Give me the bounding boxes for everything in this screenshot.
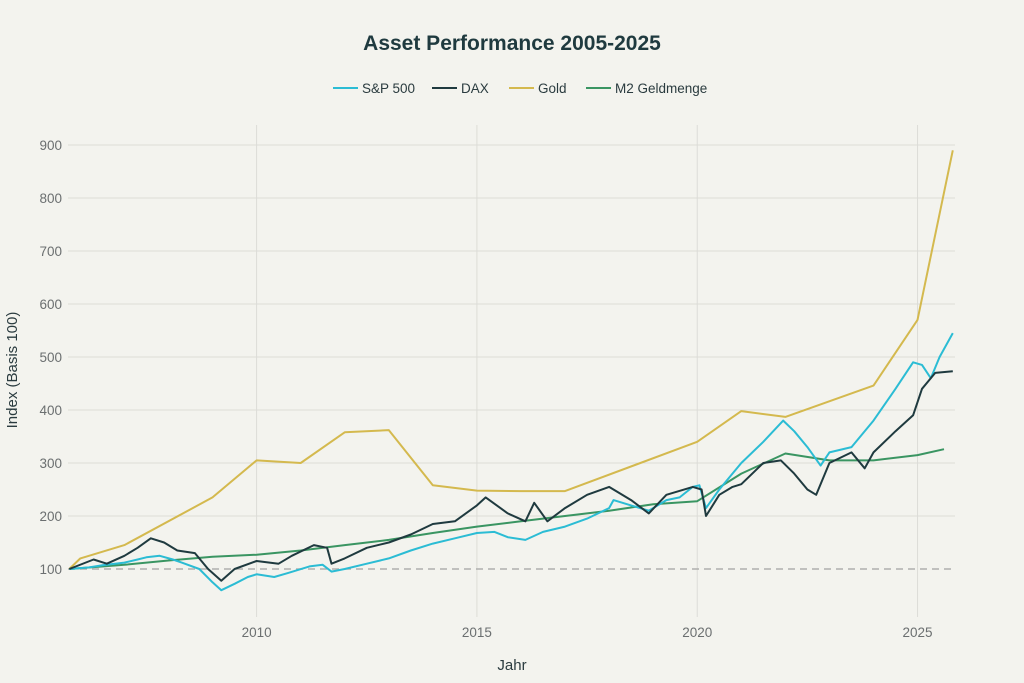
y-tick-label: 300 (39, 456, 62, 471)
series-line-gold (68, 150, 954, 570)
series-lines (68, 150, 954, 592)
series-line-s-p-500 (69, 332, 954, 592)
legend-entry: DAX (461, 81, 489, 96)
legend-entry: S&P 500 (362, 81, 415, 96)
ticks: 100 200 300 400 500 600 700 800 900 2010 2015 2020 2… (39, 138, 932, 640)
y-tick-label: 100 (39, 562, 62, 577)
x-tick-label: 2015 (462, 625, 492, 640)
y-tick-label: 900 (39, 138, 62, 153)
x-axis-label: Jahr (497, 657, 526, 674)
legend: S&P 500 DAX Gold M2 Geldmenge (333, 81, 707, 96)
y-axis-label: Index (Basis 100) (4, 312, 21, 429)
series-line-dax (68, 370, 953, 582)
series-line-m2-geldmenge (69, 448, 945, 570)
y-tick-label: 500 (39, 350, 62, 365)
y-tick-label: 800 (39, 191, 62, 206)
x-tick-label: 2020 (682, 625, 712, 640)
y-tick-label: 400 (39, 403, 62, 418)
legend-entry: M2 Geldmenge (615, 81, 707, 96)
legend-entry: Gold (538, 81, 567, 96)
y-tick-label: 700 (39, 244, 62, 259)
y-tick-label: 600 (39, 297, 62, 312)
chart-title: Asset Performance 2005-2025 (363, 32, 661, 55)
y-tick-label: 200 (39, 509, 62, 524)
x-tick-label: 2010 (242, 625, 272, 640)
x-tick-label: 2025 (903, 625, 933, 640)
grid (68, 125, 955, 617)
